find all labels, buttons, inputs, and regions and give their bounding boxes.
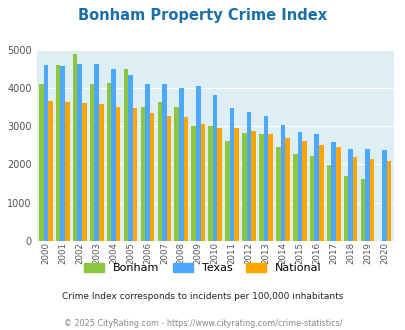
Bar (275, 147, 280, 241)
Bar (166, 116, 171, 241)
Bar (309, 155, 314, 241)
Bar (183, 117, 188, 241)
Bar (314, 135, 318, 241)
Bar (72, 54, 77, 241)
Bar (149, 113, 154, 241)
Bar (301, 141, 306, 241)
Bar (179, 88, 183, 241)
Bar (212, 95, 217, 241)
Bar (347, 149, 352, 241)
Bar (318, 145, 323, 241)
Bar (369, 159, 373, 241)
Bar (107, 83, 111, 241)
Bar (297, 132, 301, 241)
Bar (99, 104, 103, 241)
Bar (94, 64, 99, 241)
Text: Crime Index corresponds to incidents per 100,000 inhabitants: Crime Index corresponds to incidents per… (62, 292, 343, 301)
Bar (229, 108, 234, 241)
Bar (132, 108, 137, 241)
Bar (360, 179, 364, 241)
Bar (111, 69, 115, 241)
Bar (124, 69, 128, 241)
Bar (268, 134, 272, 241)
Bar (157, 102, 162, 241)
Bar (364, 149, 369, 241)
Bar (48, 101, 53, 241)
Bar (381, 150, 386, 241)
Bar (128, 75, 132, 241)
Bar (145, 84, 149, 241)
Bar (258, 134, 263, 241)
Bar (65, 102, 70, 241)
Bar (174, 107, 179, 241)
Bar (191, 126, 196, 241)
Bar (263, 116, 268, 241)
Text: © 2025 CityRating.com - https://www.cityrating.com/crime-statistics/: © 2025 CityRating.com - https://www.city… (64, 319, 341, 328)
Bar (280, 124, 284, 241)
Bar (292, 154, 297, 241)
Bar (196, 86, 200, 241)
Bar (386, 160, 390, 241)
Bar (217, 128, 222, 241)
Bar (352, 157, 357, 241)
Bar (140, 107, 145, 241)
Bar (82, 103, 86, 241)
Bar (335, 147, 340, 241)
Bar (43, 65, 48, 241)
Bar (200, 124, 205, 241)
Bar (343, 176, 347, 241)
Bar (242, 133, 246, 241)
Legend: Bonham, Texas, National: Bonham, Texas, National (84, 263, 321, 273)
Bar (330, 142, 335, 241)
Bar (284, 138, 289, 241)
Bar (326, 165, 330, 241)
Bar (56, 65, 60, 241)
Bar (115, 107, 120, 241)
Bar (208, 126, 212, 241)
Bar (162, 84, 166, 241)
Text: Bonham Property Crime Index: Bonham Property Crime Index (78, 8, 327, 23)
Bar (251, 131, 255, 241)
Bar (225, 141, 229, 241)
Bar (39, 84, 43, 241)
Bar (234, 128, 239, 241)
Bar (246, 112, 251, 241)
Bar (90, 84, 94, 241)
Bar (60, 66, 65, 241)
Bar (77, 64, 82, 241)
